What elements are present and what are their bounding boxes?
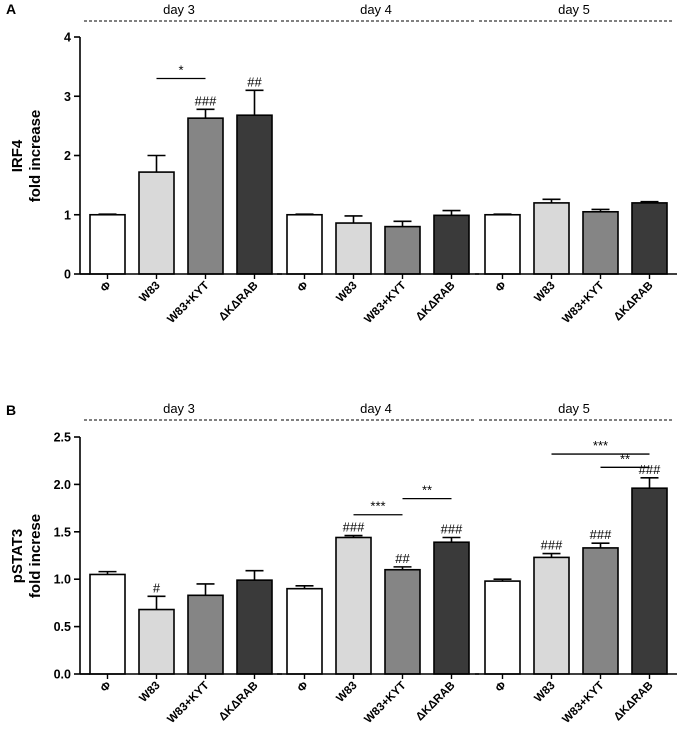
bar xyxy=(335,222,372,275)
bar xyxy=(582,210,619,275)
y-tick-label: 3 xyxy=(64,90,71,104)
category-label: W83 xyxy=(334,680,359,705)
bar xyxy=(484,213,521,275)
y-axis-label: pSTAT3fold increse xyxy=(9,514,44,598)
comparison-label: ** xyxy=(620,451,630,466)
category-label: Φ xyxy=(295,279,311,295)
significance-mark: ### xyxy=(590,527,612,542)
y-axis-label: IRF4fold increase xyxy=(9,110,44,203)
category-label: W83+KYT xyxy=(362,280,408,326)
y-tick-label: 2.5 xyxy=(54,431,71,445)
significance-mark: ## xyxy=(395,551,410,566)
bar xyxy=(286,587,323,675)
comparison-label: *** xyxy=(593,438,608,453)
y-axis-label-line1: pSTAT3 xyxy=(9,529,26,583)
category-label: ΔKΔRAB xyxy=(612,280,656,324)
bar xyxy=(187,594,224,675)
y-tick-label: 1.0 xyxy=(54,573,71,587)
category-label: ΔKΔRAB xyxy=(217,280,261,324)
category-label: Φ xyxy=(295,679,311,695)
y-tick-label: 0 xyxy=(64,268,71,282)
category-label: W83+KYT xyxy=(165,280,211,326)
significance-mark: ### xyxy=(195,93,217,108)
bar xyxy=(533,202,570,275)
category-label: Φ xyxy=(493,279,509,295)
bar xyxy=(138,608,175,675)
panel-label: B xyxy=(6,402,16,418)
significance-mark: ### xyxy=(343,520,365,535)
group-label-day-4: day 4 xyxy=(360,2,392,17)
comparison-label: * xyxy=(178,62,183,77)
category-label: W83 xyxy=(532,680,557,705)
bar xyxy=(138,171,175,275)
y-tick-label: 2 xyxy=(64,149,71,163)
y-tick-label: 1.5 xyxy=(54,525,71,539)
category-label: Φ xyxy=(98,679,114,695)
comparison-label: ** xyxy=(422,483,432,498)
significance-mark: ## xyxy=(247,74,262,89)
significance-mark: ### xyxy=(441,521,463,536)
bar xyxy=(631,487,668,675)
significance-mark: ### xyxy=(541,538,563,553)
y-tick-label: 0.5 xyxy=(54,620,71,634)
bar xyxy=(433,541,470,675)
category-label: W83+KYT xyxy=(362,680,408,726)
bar xyxy=(433,214,470,275)
y-tick-label: 4 xyxy=(64,31,71,45)
bar xyxy=(533,556,570,675)
significance-mark: # xyxy=(153,580,161,595)
bar xyxy=(286,213,323,275)
category-label: W83+KYT xyxy=(560,280,606,326)
bar xyxy=(582,547,619,675)
panel-label: A xyxy=(6,1,16,17)
category-label: ΔKΔRAB xyxy=(217,680,261,724)
group-label-day-5: day 5 xyxy=(558,401,590,416)
bar xyxy=(236,579,273,675)
comparison-label: *** xyxy=(370,499,385,514)
y-axis-label-line1: IRF4 xyxy=(9,139,26,172)
panel-a: A IRF4fold increase 0 1 2 3 4 day 3 Φ W83 ### W83+K… xyxy=(6,1,677,326)
bar xyxy=(335,536,372,675)
group-label-day-4: day 4 xyxy=(360,401,392,416)
group-label-day-3: day 3 xyxy=(163,2,195,17)
bar xyxy=(484,580,521,675)
category-label: W83 xyxy=(137,680,162,705)
category-label: Φ xyxy=(98,279,114,295)
bar xyxy=(384,568,421,675)
bar xyxy=(89,213,126,275)
y-tick-label: 2.0 xyxy=(54,478,71,492)
category-label: ΔKΔRAB xyxy=(414,280,458,324)
bar xyxy=(384,225,421,275)
category-label: W83+KYT xyxy=(560,680,606,726)
bar xyxy=(236,114,273,275)
category-label: ΔKΔRAB xyxy=(414,680,458,724)
y-axis-label-line2: fold increase xyxy=(27,110,44,203)
category-label: Φ xyxy=(493,679,509,695)
y-tick-label: 0.0 xyxy=(54,668,71,682)
group-label-day-3: day 3 xyxy=(163,401,195,416)
category-label: W83 xyxy=(137,280,162,305)
y-tick-label: 1 xyxy=(64,208,71,222)
bar xyxy=(89,573,126,675)
category-label: ΔKΔRAB xyxy=(612,680,656,724)
y-axis-label-line2: fold increse xyxy=(27,514,44,598)
category-label: W83 xyxy=(532,280,557,305)
significance-mark: ### xyxy=(639,462,661,477)
group-label-day-5: day 5 xyxy=(558,2,590,17)
category-label: W83+KYT xyxy=(165,680,211,726)
bar xyxy=(631,202,668,275)
category-label: W83 xyxy=(334,280,359,305)
bar xyxy=(187,117,224,275)
